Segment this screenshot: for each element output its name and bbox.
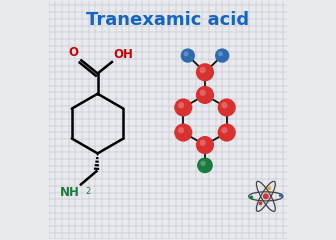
Circle shape — [196, 86, 214, 104]
Circle shape — [196, 63, 214, 81]
Circle shape — [249, 196, 253, 199]
Circle shape — [197, 157, 213, 173]
Text: O: O — [69, 46, 79, 59]
Text: OH: OH — [113, 48, 133, 61]
Circle shape — [267, 186, 271, 190]
Circle shape — [258, 201, 262, 205]
Circle shape — [178, 102, 184, 108]
Circle shape — [178, 127, 184, 133]
Circle shape — [174, 123, 192, 142]
Circle shape — [174, 98, 192, 117]
Circle shape — [279, 193, 283, 197]
Circle shape — [218, 98, 236, 117]
Circle shape — [263, 193, 269, 199]
Text: 2: 2 — [85, 187, 90, 196]
Circle shape — [200, 67, 206, 73]
Circle shape — [183, 51, 188, 56]
Circle shape — [215, 48, 229, 63]
Circle shape — [221, 127, 227, 133]
Circle shape — [200, 140, 206, 146]
Text: Tranexamic acid: Tranexamic acid — [86, 12, 250, 30]
Circle shape — [200, 90, 206, 96]
Circle shape — [200, 161, 206, 166]
Circle shape — [218, 123, 236, 142]
Circle shape — [221, 102, 227, 108]
Circle shape — [218, 51, 223, 56]
Circle shape — [196, 136, 214, 154]
Circle shape — [181, 48, 195, 63]
Text: NH: NH — [60, 186, 80, 199]
